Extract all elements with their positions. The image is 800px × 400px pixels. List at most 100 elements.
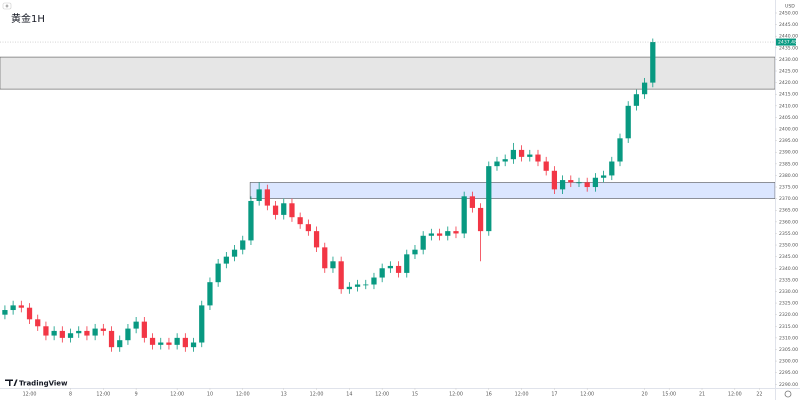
y-tick-label: 2415.00 xyxy=(779,92,798,98)
y-tick-label: 2425.00 xyxy=(779,69,798,75)
candle-body xyxy=(141,321,147,338)
y-tick-label: 2450.00 xyxy=(779,10,798,16)
candle-body xyxy=(518,149,525,157)
x-tick-label: 12:00 xyxy=(310,392,324,398)
candle-body xyxy=(625,105,631,139)
y-tick-label: 2360.00 xyxy=(779,219,798,225)
candle-body xyxy=(133,321,139,329)
x-tick-label: 10 xyxy=(207,392,213,398)
candle-body xyxy=(412,249,418,255)
candle-body xyxy=(453,231,459,234)
candle-body xyxy=(592,177,599,188)
candle-body xyxy=(395,265,402,273)
y-tick-label: 2340.00 xyxy=(779,266,798,272)
candle-body xyxy=(436,233,443,236)
candle-body xyxy=(641,82,648,95)
candle-body xyxy=(576,182,582,184)
candle-body xyxy=(650,42,656,83)
candle-body xyxy=(600,175,607,178)
candle-body xyxy=(354,284,361,287)
y-tick-label: 2335.00 xyxy=(779,277,798,283)
candle-body xyxy=(289,203,295,218)
candle-body xyxy=(166,342,172,345)
candle-body xyxy=(559,180,566,190)
candle-body xyxy=(281,203,287,215)
x-tick-label: 15:00 xyxy=(662,392,676,398)
candle-body xyxy=(231,249,238,257)
candle-body xyxy=(182,337,188,348)
candle-body xyxy=(510,149,517,160)
candle-body xyxy=(199,305,205,343)
price-tag-label: 2437.48 xyxy=(778,40,797,46)
currency-label: USD xyxy=(785,4,795,10)
candle-body xyxy=(568,180,574,183)
expand-icon xyxy=(5,4,9,8)
logo: TradingView xyxy=(5,379,68,388)
y-tick-label: 2380.00 xyxy=(779,173,798,179)
zone xyxy=(0,56,776,90)
candle-body xyxy=(371,277,377,285)
candle-body xyxy=(486,166,492,232)
x-tick-label: 15 xyxy=(412,392,418,398)
y-tick-label: 2385.00 xyxy=(779,161,798,167)
candle-body xyxy=(215,263,221,283)
candle-body xyxy=(248,200,254,241)
y-tick-label: 2330.00 xyxy=(779,289,798,295)
candle-body xyxy=(535,154,541,162)
candle-body xyxy=(76,330,82,334)
candle-body xyxy=(502,159,508,162)
candle-body xyxy=(469,196,476,208)
plot-area xyxy=(0,38,776,352)
y-tick-label: 2355.00 xyxy=(779,231,798,237)
candle-body xyxy=(477,207,484,232)
candle-body xyxy=(51,330,57,336)
logo-text: TradingView xyxy=(19,380,68,388)
candle-body xyxy=(322,247,328,269)
candle-body xyxy=(527,154,533,157)
y-tick-label: 2350.00 xyxy=(779,243,798,249)
candle-body xyxy=(125,328,131,341)
candle-body xyxy=(609,161,615,176)
candle-body xyxy=(108,330,115,348)
x-tick-label: 12:00 xyxy=(580,392,594,398)
candle-body xyxy=(346,286,352,290)
y-tick-label: 2365.00 xyxy=(779,208,798,214)
settings-button[interactable] xyxy=(784,390,792,398)
candle-body xyxy=(240,240,246,250)
candle-body xyxy=(264,189,270,206)
y-tick-label: 2295.00 xyxy=(779,370,798,376)
candle-body xyxy=(297,217,303,225)
candle-body xyxy=(617,138,623,162)
y-tick-label: 2410.00 xyxy=(779,103,798,109)
candle-body xyxy=(404,254,410,273)
y-tick-label: 2405.00 xyxy=(779,115,798,121)
y-tick-label: 2325.00 xyxy=(779,301,798,307)
candle-body xyxy=(10,305,16,311)
candle-body xyxy=(92,328,98,336)
zone xyxy=(249,182,776,199)
x-tick-label: 20 xyxy=(642,392,648,398)
x-tick-label: 12:00 xyxy=(515,392,529,398)
candle-body xyxy=(117,340,123,348)
candle-body xyxy=(551,170,558,190)
x-tick-label: 12:00 xyxy=(728,392,742,398)
x-tick-label: 12:00 xyxy=(96,392,110,398)
y-tick-label: 2315.00 xyxy=(779,324,798,330)
candle-body xyxy=(59,330,65,338)
candle-body xyxy=(313,231,320,248)
candle-body xyxy=(2,310,8,315)
y-tick-label: 2440.00 xyxy=(779,34,798,40)
candle-body xyxy=(272,205,279,215)
y-tick-label: 2375.00 xyxy=(779,185,798,191)
y-tick-label: 2395.00 xyxy=(779,138,798,144)
candle-body xyxy=(445,231,451,236)
candle-body xyxy=(207,282,213,306)
x-tick-label: 12:00 xyxy=(236,392,250,398)
logo-icon xyxy=(5,379,18,386)
candle-body xyxy=(43,326,49,336)
y-tick-label: 2305.00 xyxy=(779,347,798,353)
y-tick-label: 2290.00 xyxy=(779,382,798,388)
x-tick-label: 12:00 xyxy=(449,392,463,398)
candle-body xyxy=(379,268,385,278)
